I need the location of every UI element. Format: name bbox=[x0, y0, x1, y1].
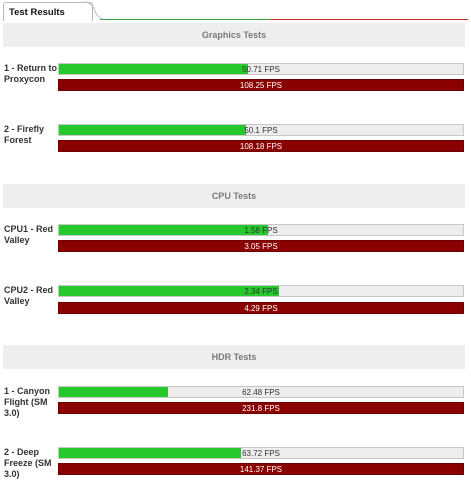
max-bar: 3.05 FPS bbox=[58, 240, 464, 252]
tab-test-results[interactable]: Test Results bbox=[3, 2, 93, 21]
test-label: CPU1 - Red Valley bbox=[4, 224, 54, 245]
max-value: 108.18 FPS bbox=[239, 142, 283, 151]
tab-bar: Test Results bbox=[0, 0, 471, 22]
test-label: 2 - Firefly Forest bbox=[4, 124, 45, 145]
score-fill bbox=[59, 64, 249, 74]
score-fill bbox=[59, 125, 247, 135]
max-value: 141.37 FPS bbox=[239, 465, 283, 474]
max-value: 231.8 FPS bbox=[242, 404, 280, 413]
max-bar: 4.29 FPS bbox=[58, 302, 464, 314]
tab-edge-curve bbox=[84, 1, 104, 20]
max-bar: 231.8 FPS bbox=[58, 402, 464, 414]
score-fill bbox=[59, 225, 269, 235]
test-label: 2 - Deep Freeze (SM 3.0) bbox=[4, 447, 52, 479]
max-bar: 108.25 FPS bbox=[58, 79, 464, 91]
max-value: 3.05 FPS bbox=[244, 242, 278, 251]
score-bar: 2.34 FPS bbox=[58, 285, 464, 297]
score-value: 62.48 FPS bbox=[242, 388, 280, 397]
score-bar: 1.58 FPS bbox=[58, 224, 464, 236]
max-bar: 108.18 FPS bbox=[58, 140, 464, 152]
score-bar: 63.72 FPS bbox=[58, 447, 464, 459]
score-bar: 50.1 FPS bbox=[58, 124, 464, 136]
score-value: 2.34 FPS bbox=[244, 287, 278, 296]
tab-underline-green bbox=[100, 19, 270, 20]
section-header-graphics: Graphics Tests bbox=[3, 23, 465, 47]
score-fill bbox=[59, 448, 242, 458]
max-bar: 141.37 FPS bbox=[58, 463, 464, 475]
score-bar: 50.71 FPS bbox=[58, 63, 464, 75]
section-header-cpu: CPU Tests bbox=[3, 184, 465, 208]
section-header-hdr: HDR Tests bbox=[3, 345, 465, 369]
tab-underline-red bbox=[270, 19, 468, 20]
score-value: 50.71 FPS bbox=[242, 65, 280, 74]
max-value: 108.25 FPS bbox=[239, 81, 283, 90]
test-label: CPU2 - Red Valley bbox=[4, 285, 54, 306]
score-fill bbox=[59, 286, 280, 296]
score-value: 1.58 FPS bbox=[244, 226, 278, 235]
max-value: 4.29 FPS bbox=[244, 304, 278, 313]
score-value: 63.72 FPS bbox=[242, 449, 280, 458]
score-bar: 62.48 FPS bbox=[58, 386, 464, 398]
tab-label: Test Results bbox=[9, 7, 65, 18]
score-value: 50.1 FPS bbox=[244, 126, 278, 135]
test-label: 1 - Canyon Flight (SM 3.0) bbox=[4, 386, 51, 418]
score-fill bbox=[59, 387, 169, 397]
test-label: 1 - Return to Proxycon bbox=[4, 63, 57, 84]
